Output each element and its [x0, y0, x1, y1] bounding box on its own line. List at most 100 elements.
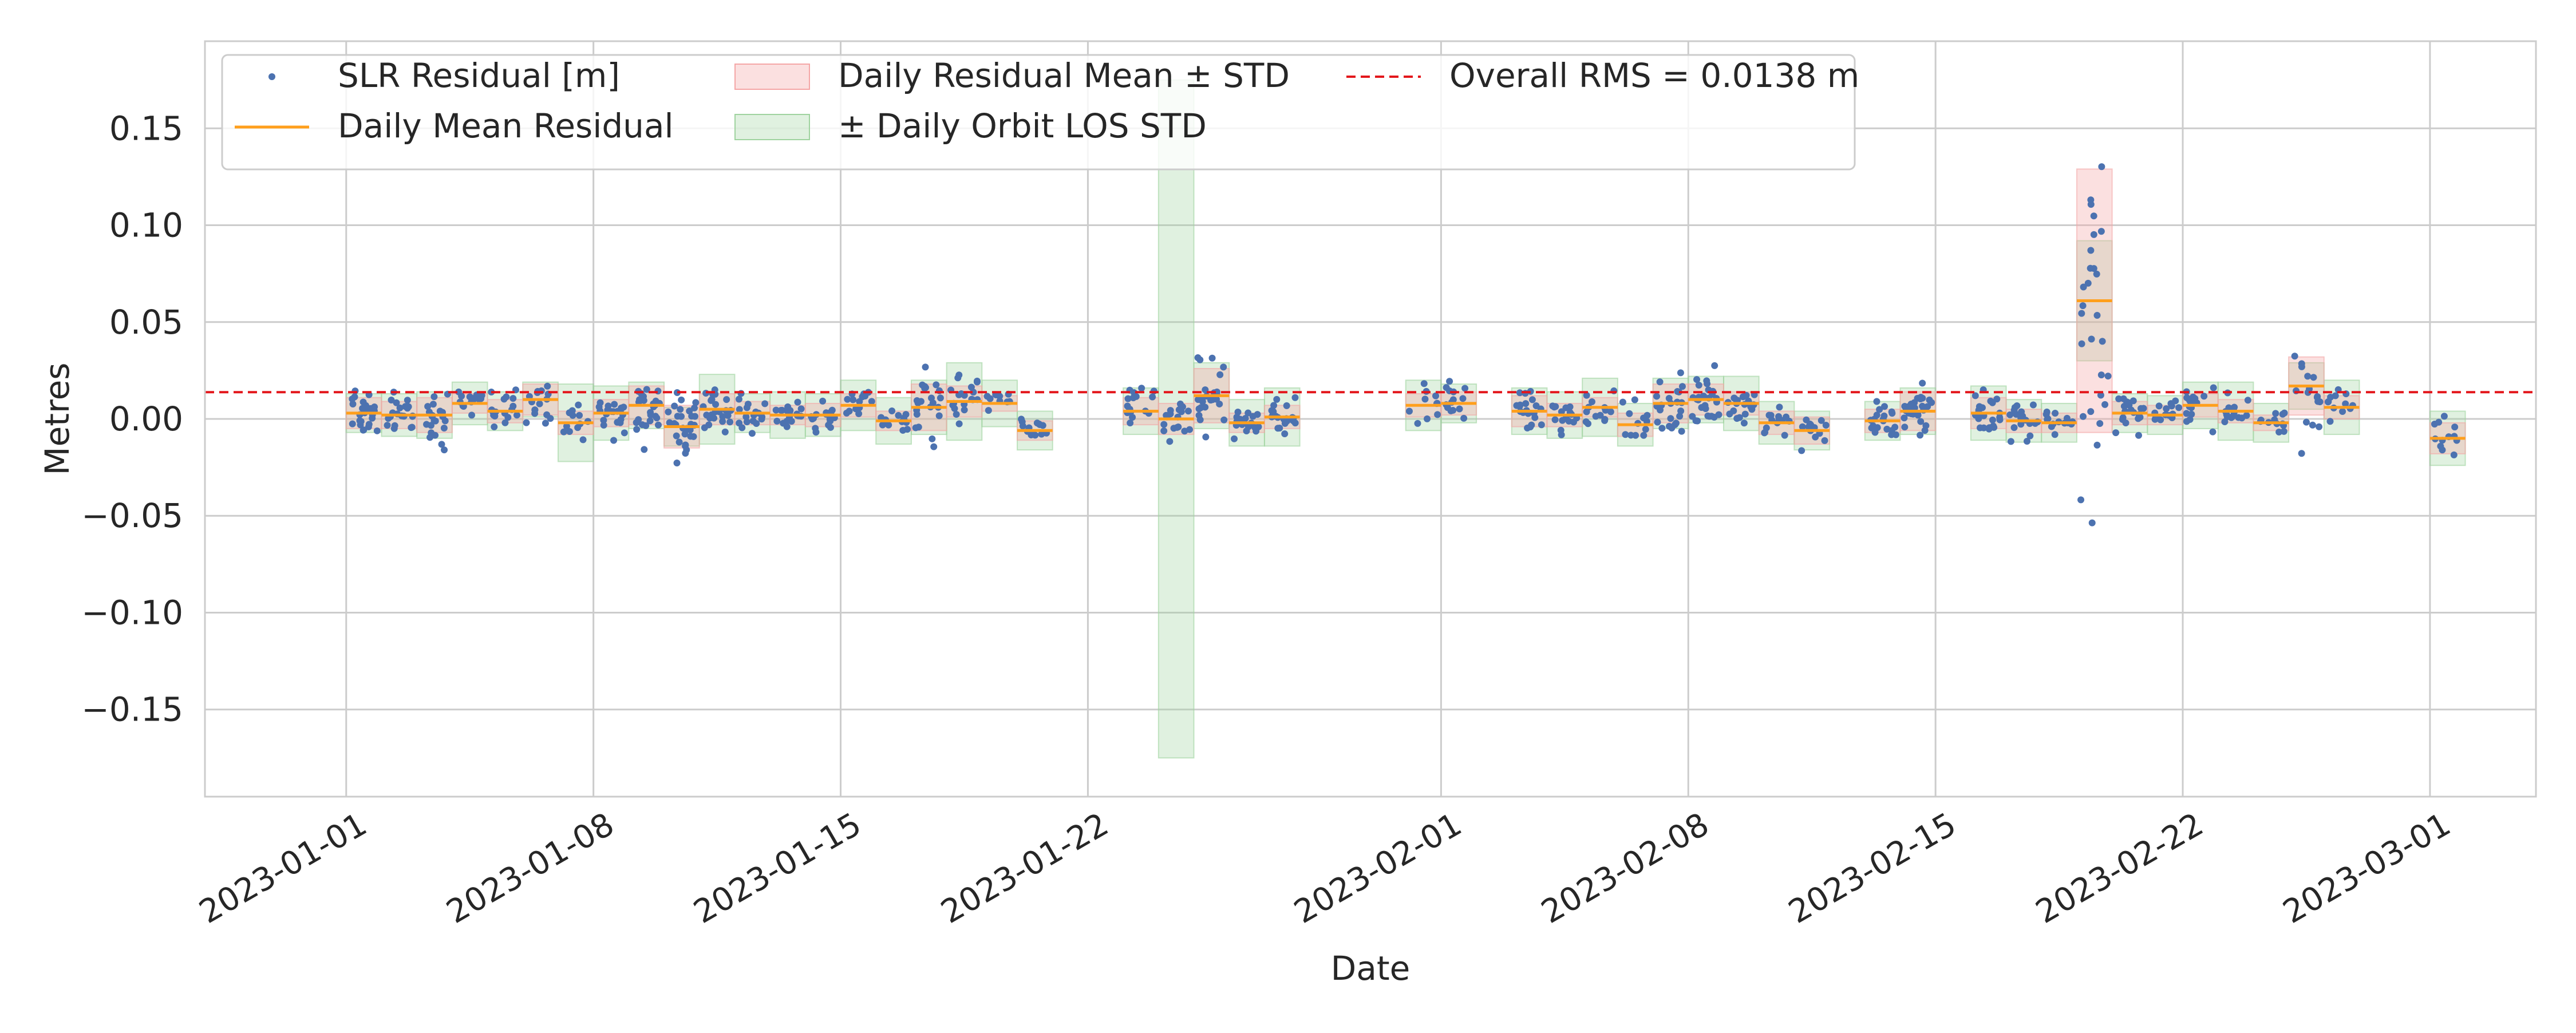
slr-residual-point: [2327, 393, 2334, 401]
slr-residual-point: [2440, 413, 2448, 420]
slr-residual-point: [1432, 392, 1440, 399]
legend-swatch-residual-band: [734, 64, 810, 90]
slr-residual-point: [2326, 418, 2334, 425]
slr-residual-point: [2101, 401, 2109, 408]
slr-residual-point: [429, 401, 437, 408]
slr-residual-point: [1551, 416, 1559, 424]
slr-residual-point: [635, 416, 642, 424]
slr-residual-point: [1876, 406, 1883, 413]
slr-residual-point: [2104, 373, 2112, 380]
slr-residual-point: [1167, 407, 1174, 414]
slr-residual-point: [373, 427, 381, 434]
slr-residual-point: [983, 393, 991, 400]
slr-residual-point: [1570, 418, 1577, 426]
slr-residual-point: [1733, 415, 1741, 422]
slr-residual-point: [1654, 418, 1661, 426]
slr-residual-point: [708, 395, 716, 403]
slr-residual-point: [1812, 433, 1819, 441]
slr-residual-point: [1196, 416, 1204, 424]
slr-residual-point: [742, 413, 750, 421]
slr-residual-point: [1631, 396, 1638, 403]
slr-residual-point: [2090, 212, 2097, 220]
slr-residual-point: [1743, 391, 1750, 399]
slr-residual-point: [2087, 201, 2095, 208]
legend-box: [221, 54, 1856, 171]
slr-residual-point: [1657, 406, 1664, 414]
slr-residual-point: [1883, 425, 1891, 433]
slr-residual-point: [2010, 406, 2018, 414]
slr-residual-point: [1658, 425, 1666, 432]
slr-residual-point: [2090, 265, 2097, 272]
slr-residual-point: [1996, 416, 2004, 424]
slr-residual-point: [1880, 412, 1888, 419]
slr-residual-point: [1149, 393, 1156, 401]
slr-residual-point: [2316, 423, 2323, 430]
slr-residual-point: [1868, 424, 1875, 432]
slr-residual-point: [1601, 415, 1609, 423]
slr-residual-point: [1150, 387, 1157, 395]
slr-residual-point: [1873, 411, 1880, 419]
slr-residual-point: [1776, 403, 1783, 411]
slr-residual-point: [404, 397, 411, 404]
slr-residual-point: [393, 399, 400, 406]
slr-residual-point: [2451, 424, 2459, 431]
slr-residual-point: [501, 419, 509, 426]
slr-residual-point: [2183, 410, 2190, 417]
slr-residual-point: [1700, 393, 1708, 400]
slr-residual-point: [1689, 413, 1696, 420]
slr-residual-point: [1460, 414, 1468, 422]
slr-residual-point: [427, 422, 434, 429]
slr-residual-point: [2052, 410, 2059, 417]
slr-residual-point: [736, 406, 743, 413]
slr-residual-point: [432, 417, 439, 425]
slr-residual-point: [477, 395, 485, 402]
slr-residual-point: [513, 411, 520, 419]
slr-residual-point: [1209, 396, 1216, 403]
slr-residual-point: [1443, 384, 1450, 391]
axes-frame: [204, 40, 2537, 798]
slr-residual-point: [1822, 422, 1830, 429]
slr-residual-point: [536, 400, 543, 407]
slr-residual-point: [2135, 432, 2142, 439]
slr-residual-point: [2093, 441, 2101, 449]
y-tick-label: 0.15: [109, 109, 183, 148]
slr-residual-point: [787, 407, 794, 414]
slr-residual-point: [396, 404, 404, 411]
slr-residual-point: [2026, 432, 2034, 440]
slr-residual-point: [777, 406, 785, 414]
slr-residual-point: [1208, 354, 1216, 362]
slr-residual-point: [671, 402, 678, 410]
slr-residual-point: [1220, 416, 1228, 424]
slr-residual-point: [1516, 389, 1523, 397]
slr-residual-point: [686, 407, 693, 415]
slr-residual-point: [2186, 415, 2194, 423]
slr-residual-point: [1213, 388, 1220, 395]
slr-residual-point: [2200, 393, 2208, 400]
slr-residual-point: [1607, 408, 1614, 415]
slr-residual-point: [436, 407, 444, 415]
slr-residual-point: [349, 401, 357, 408]
slr-residual-point: [2163, 405, 2170, 413]
slr-residual-point: [1138, 385, 1145, 392]
slr-residual-point: [1434, 411, 1441, 418]
slr-residual-point: [1917, 418, 1925, 425]
slr-residual-point: [856, 398, 863, 405]
slr-residual-point: [850, 396, 857, 403]
slr-residual-point: [2168, 402, 2175, 410]
slr-residual-point: [408, 424, 415, 432]
slr-residual-point: [1018, 418, 1026, 425]
slr-residual-point: [682, 442, 689, 450]
slr-residual-point: [743, 418, 750, 426]
slr-residual-point: [1781, 432, 1788, 439]
slr-residual-point: [1695, 382, 1702, 389]
slr-residual-point: [1653, 393, 1661, 400]
slr-residual-point: [424, 403, 432, 410]
slr-residual-point: [895, 411, 902, 419]
slr-residual-point: [1640, 432, 1647, 439]
slr-residual-point: [356, 417, 364, 425]
slr-residual-point: [2098, 163, 2105, 171]
slr-residual-point: [2135, 415, 2142, 422]
slr-residual-point: [2129, 397, 2137, 405]
slr-residual-point: [719, 418, 726, 425]
slr-residual-point: [703, 411, 710, 419]
